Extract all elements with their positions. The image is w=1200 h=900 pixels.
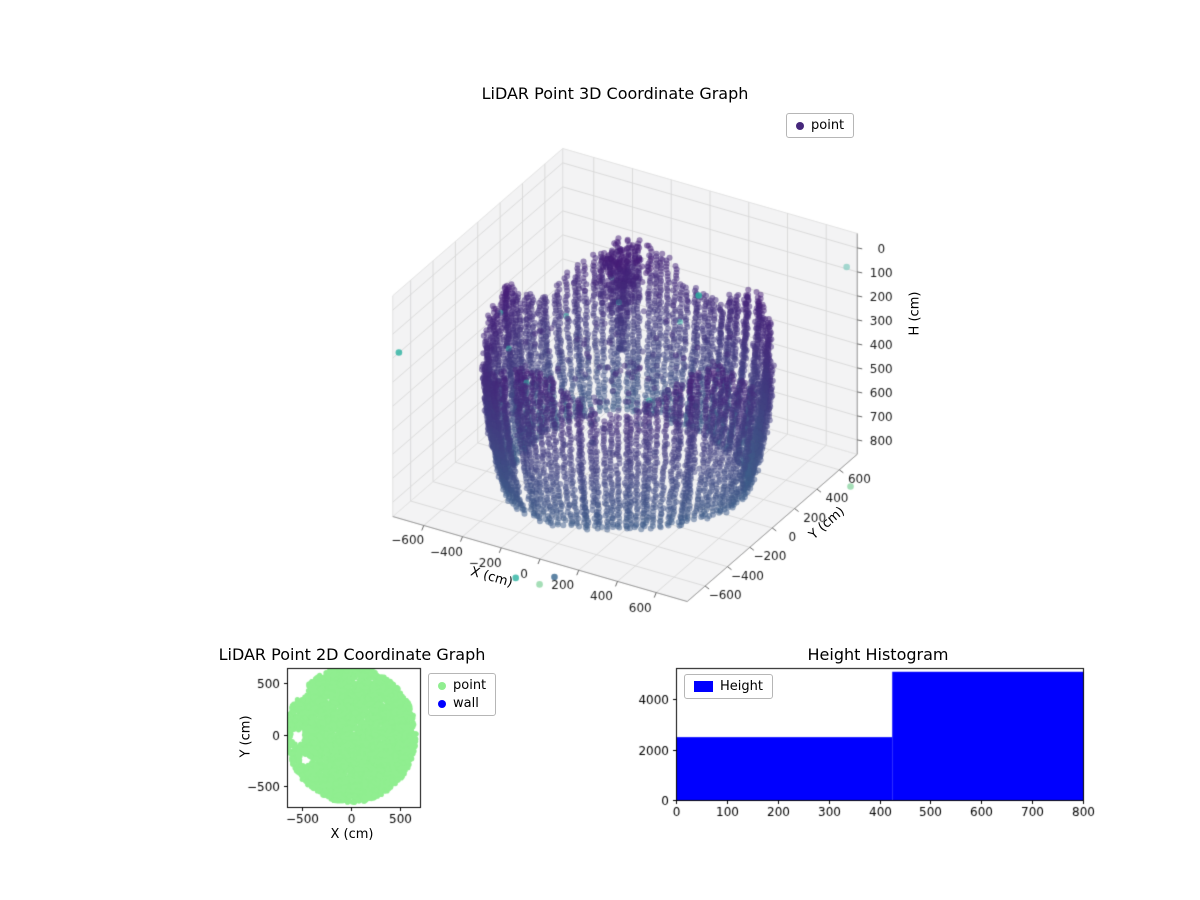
legend-item-point: point	[796, 118, 844, 133]
plot2d-xaxis-label: X (cm)	[330, 827, 374, 842]
height-swatch-icon	[694, 681, 713, 692]
plot3d-zaxis-label: H (cm)	[907, 291, 923, 336]
point-marker-icon	[796, 121, 804, 130]
plot3d-canvas	[285, 130, 965, 650]
point-marker-icon	[438, 681, 446, 690]
legend-item-wall: wall	[438, 696, 486, 711]
plot3d-legend: point	[786, 113, 855, 138]
plot2d-title: LiDAR Point 2D Coordinate Graph	[218, 645, 486, 664]
legend-item-height: Height	[694, 679, 763, 694]
legend-label-point: point	[453, 678, 487, 693]
legend-label-wall: wall	[453, 696, 479, 711]
wall-marker-icon	[438, 699, 446, 708]
legend-label-point: point	[811, 118, 845, 133]
legend-item-point: point	[438, 678, 486, 693]
plot2d-legend: point wall	[428, 673, 497, 716]
histogram-title: Height Histogram	[807, 645, 949, 664]
histogram-legend: Height	[684, 674, 773, 699]
plot3d-title: LiDAR Point 3D Coordinate Graph	[481, 84, 749, 103]
legend-label-height: Height	[720, 679, 763, 694]
plot2d-yaxis-label: Y (cm)	[238, 715, 254, 758]
